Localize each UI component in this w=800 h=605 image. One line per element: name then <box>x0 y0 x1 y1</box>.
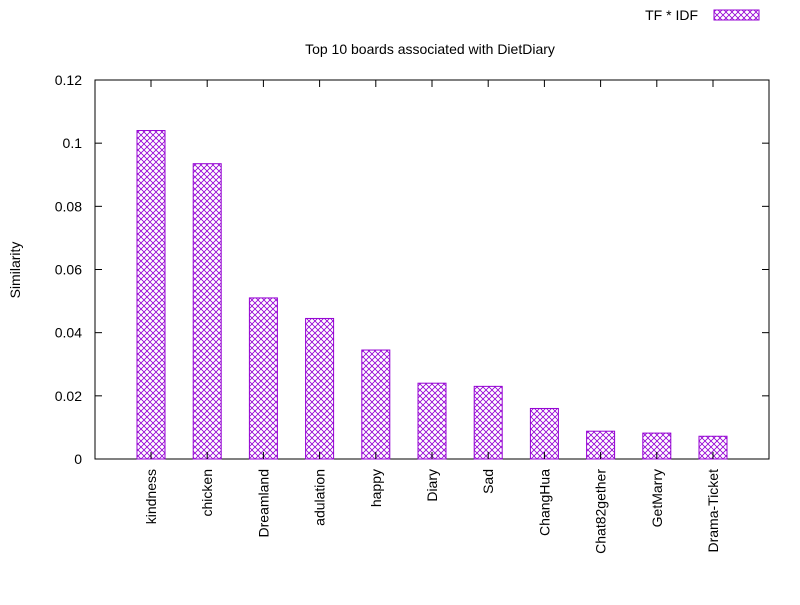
x-tick-label: Dreamland <box>255 469 271 537</box>
y-tick-label: 0.1 <box>63 135 83 151</box>
bar-dreamland <box>248 297 278 460</box>
bar-chicken <box>192 163 222 460</box>
y-axis-label: Similarity <box>7 242 23 299</box>
legend-label: TF * IDF <box>645 7 698 23</box>
x-tick-label: Drama-Ticket <box>705 469 721 553</box>
bar-changhua <box>529 407 559 460</box>
y-tick-label: 0 <box>74 451 82 467</box>
x-tick-label: GetMarry <box>649 469 665 527</box>
y-tick-label: 0.02 <box>55 388 82 404</box>
bar-kindness <box>136 130 166 460</box>
x-tick-label: Diary <box>424 469 440 502</box>
legend-swatch <box>713 9 760 21</box>
bars <box>136 130 728 460</box>
legend: TF * IDF <box>645 7 760 23</box>
y-tick-label: 0.06 <box>55 262 82 278</box>
x-tick-label: adulation <box>312 469 328 526</box>
x-tick-label: Chat82gether <box>593 469 609 554</box>
chart-title: Top 10 boards associated with DietDiary <box>305 41 555 57</box>
bar-happy <box>361 349 391 460</box>
x-tick-label: chicken <box>199 469 215 516</box>
y-tick-label: 0.04 <box>55 325 82 341</box>
bar-adulation <box>305 317 335 460</box>
bar-diary <box>417 382 447 460</box>
bar-sad <box>473 385 503 460</box>
y-tick-label: 0.08 <box>55 198 82 214</box>
x-tick-label: kindness <box>143 469 159 524</box>
y-axis-ticks: 0 0.02 0.04 0.06 0.08 0.1 0.12 <box>55 72 769 467</box>
x-tick-label: happy <box>368 469 384 507</box>
y-tick-label: 0.12 <box>55 72 82 88</box>
x-tick-label: ChangHua <box>536 469 552 536</box>
bar-getmarry <box>642 432 672 460</box>
x-axis-ticks: kindness chicken Dreamland adulation happy Di… <box>143 80 721 554</box>
x-tick-label: Sad <box>480 469 496 494</box>
